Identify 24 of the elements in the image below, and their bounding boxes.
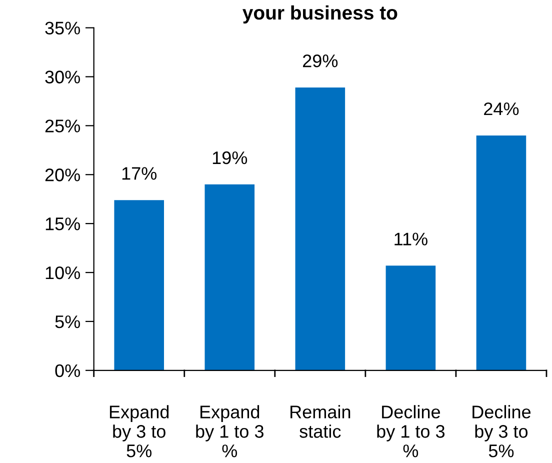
x-tick-label: Decline by 3 to 5% [472,405,531,458]
chart-title: your business to [242,5,398,24]
y-tick-label: 35% [45,22,80,34]
data-label: 19% [212,151,248,164]
y-tick-label: 15% [46,218,80,230]
data-label: 11% [394,232,428,246]
data-label: 24% [484,102,519,116]
y-tick-label: 30% [45,70,80,84]
x-tick-label: Decline by 1 to 3 % [377,405,445,458]
bar [295,87,346,370]
bar [386,266,436,370]
y-tick-label: 25% [45,120,80,132]
y-tick-label: 10% [46,266,80,280]
x-tick-label: Expand by 3 to 5% [110,405,169,458]
x-tick-label: Expand by 1 to 3 % [196,405,264,458]
data-label: 17% [122,167,157,180]
x-tick-label: Remain static [290,405,350,438]
bar [114,200,164,370]
y-tick-label: 0% [55,364,80,378]
bar [476,135,526,370]
y-tick-label: 20% [45,168,80,182]
y-tick-label: 5% [55,315,80,328]
bar [204,184,255,370]
data-label: 29% [303,54,338,68]
